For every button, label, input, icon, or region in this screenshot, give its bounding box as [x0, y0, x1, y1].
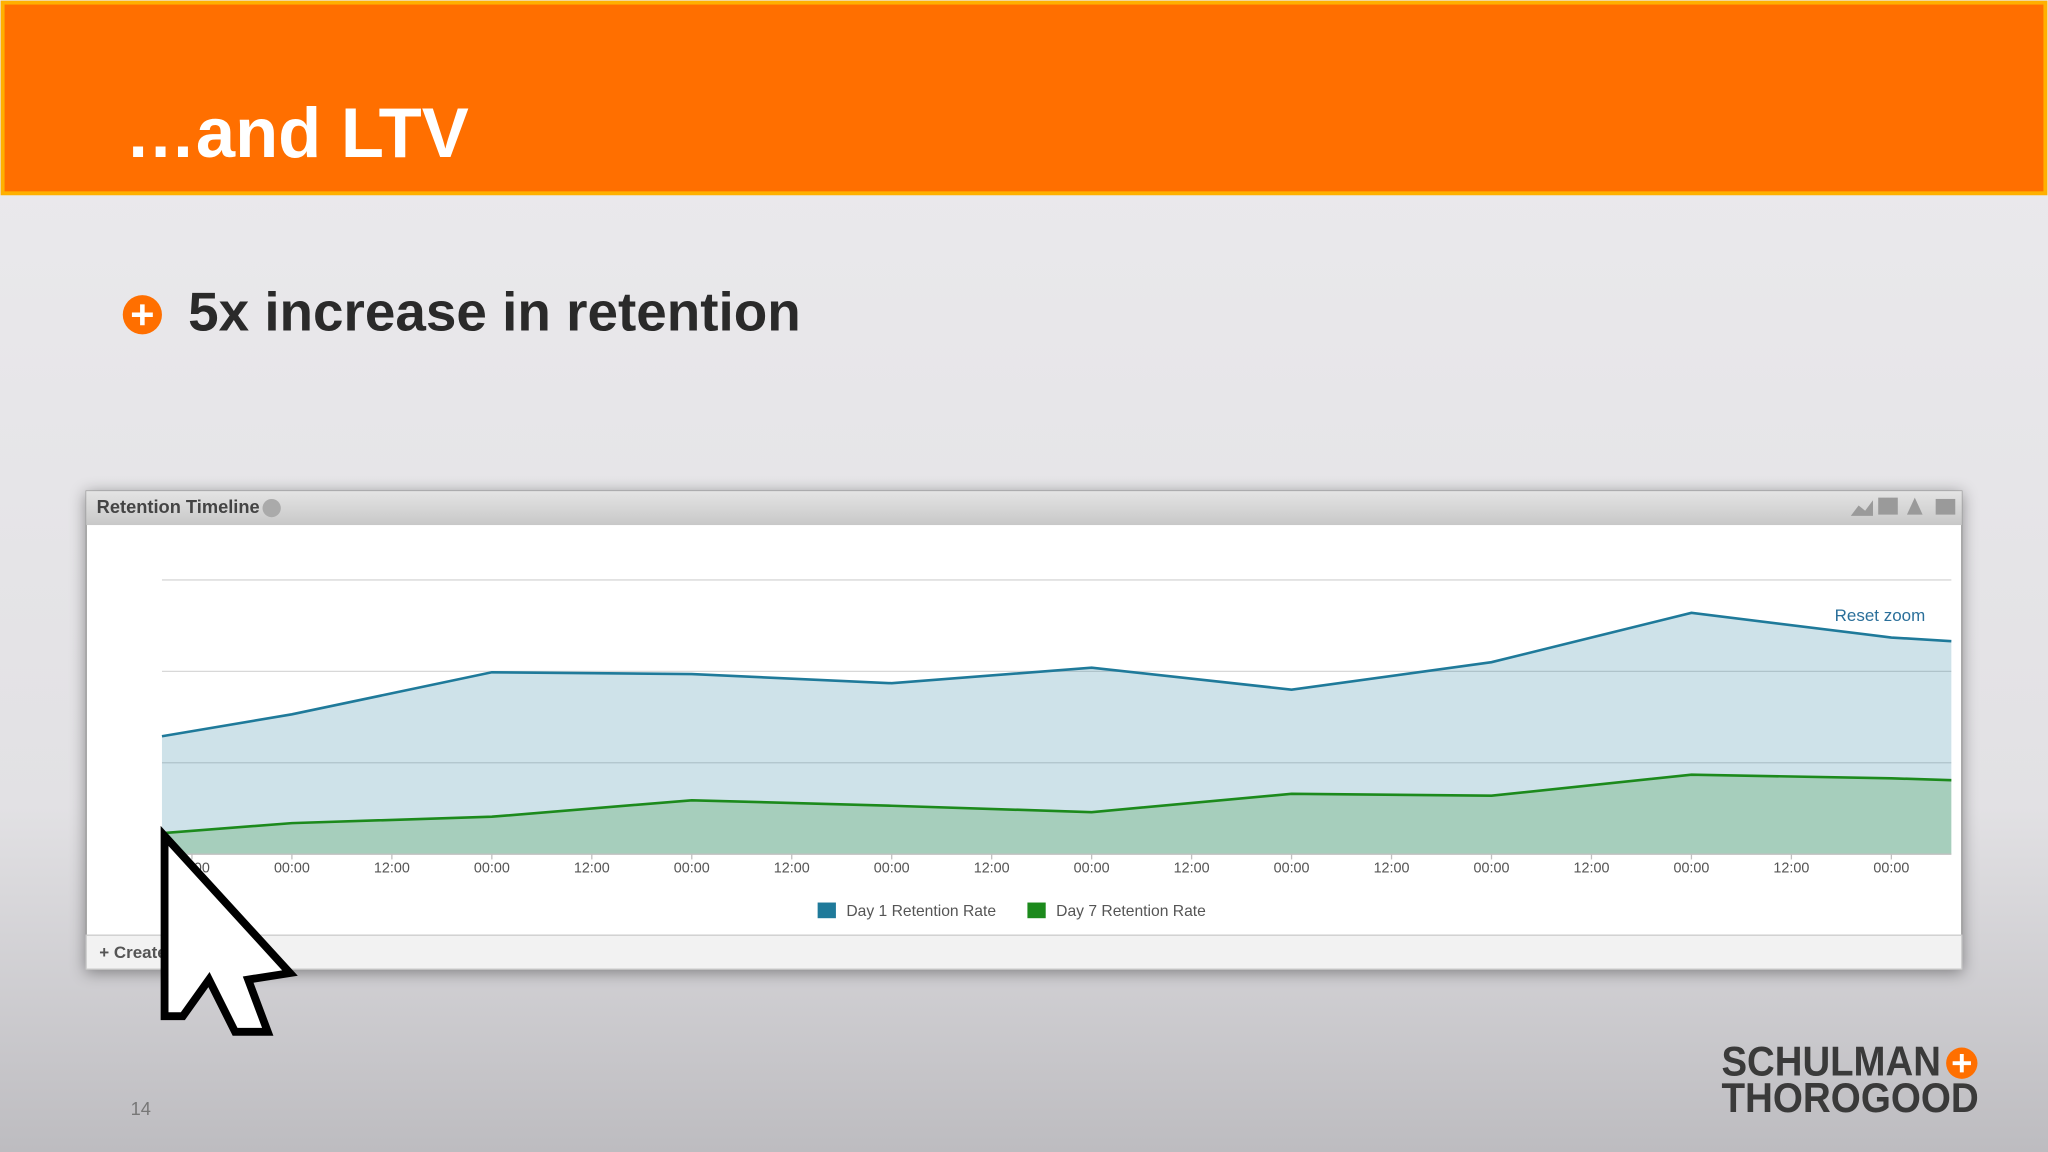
- x-tick-label: 12:00: [1174, 860, 1210, 876]
- series-line: [161, 611, 1952, 738]
- x-tick-label: 00:00: [274, 860, 310, 876]
- reset-zoom[interactable]: Reset zoom: [1835, 606, 1926, 625]
- page-number: 14: [131, 1098, 151, 1119]
- bullet-plus: [131, 304, 153, 326]
- legend-label: Day 7 Retention Rate: [1056, 903, 1206, 920]
- legend-swatch: [817, 902, 836, 919]
- x-tick-label: 00:00: [674, 860, 710, 876]
- legend-swatch: [1027, 902, 1046, 919]
- logo-line-2: THOROGOOD: [1721, 1074, 1978, 1121]
- header-bar: [0, 0, 2048, 196]
- x-tick-label: 12:00: [1773, 860, 1809, 876]
- x-tick-label: 00:00: [474, 860, 510, 876]
- x-tick-label: 12:00: [1574, 860, 1610, 876]
- toolbar-icons[interactable]: [1850, 497, 1956, 516]
- x-tick-label: 12:00: [574, 860, 610, 876]
- x-tick-label: 00:00: [1474, 860, 1510, 876]
- x-tick-label: 00:00: [874, 860, 910, 876]
- logo-plus: [1952, 1054, 1971, 1073]
- logo-line-1: SCHULMAN: [1721, 1038, 1940, 1085]
- series-line: [161, 773, 1952, 835]
- info-icon[interactable]: [262, 498, 281, 518]
- x-tick-label: 00:00: [1673, 860, 1709, 876]
- mouse-cursor: [160, 825, 298, 1036]
- x-tick-label: 12:00: [374, 860, 410, 876]
- x-tick-label: 00:00: [1074, 860, 1110, 876]
- slide-title: …and LTV: [125, 93, 468, 172]
- legend-label: Day 1 Retention Rate: [846, 903, 996, 920]
- panel-title: Retention Timeline: [97, 496, 260, 517]
- panel-footer: [85, 934, 1963, 970]
- x-tick-label: 00:00: [1274, 860, 1310, 876]
- x-tick-label: 00:00: [1873, 860, 1909, 876]
- x-tick-label: 12:00: [774, 860, 810, 876]
- panel-header: [86, 491, 1962, 526]
- x-tick-label: 12:00: [974, 860, 1010, 876]
- bullet-text: 5x increase in retention: [188, 281, 801, 343]
- chart-panel: [85, 490, 1963, 970]
- x-tick-label: 12:00: [1374, 860, 1410, 876]
